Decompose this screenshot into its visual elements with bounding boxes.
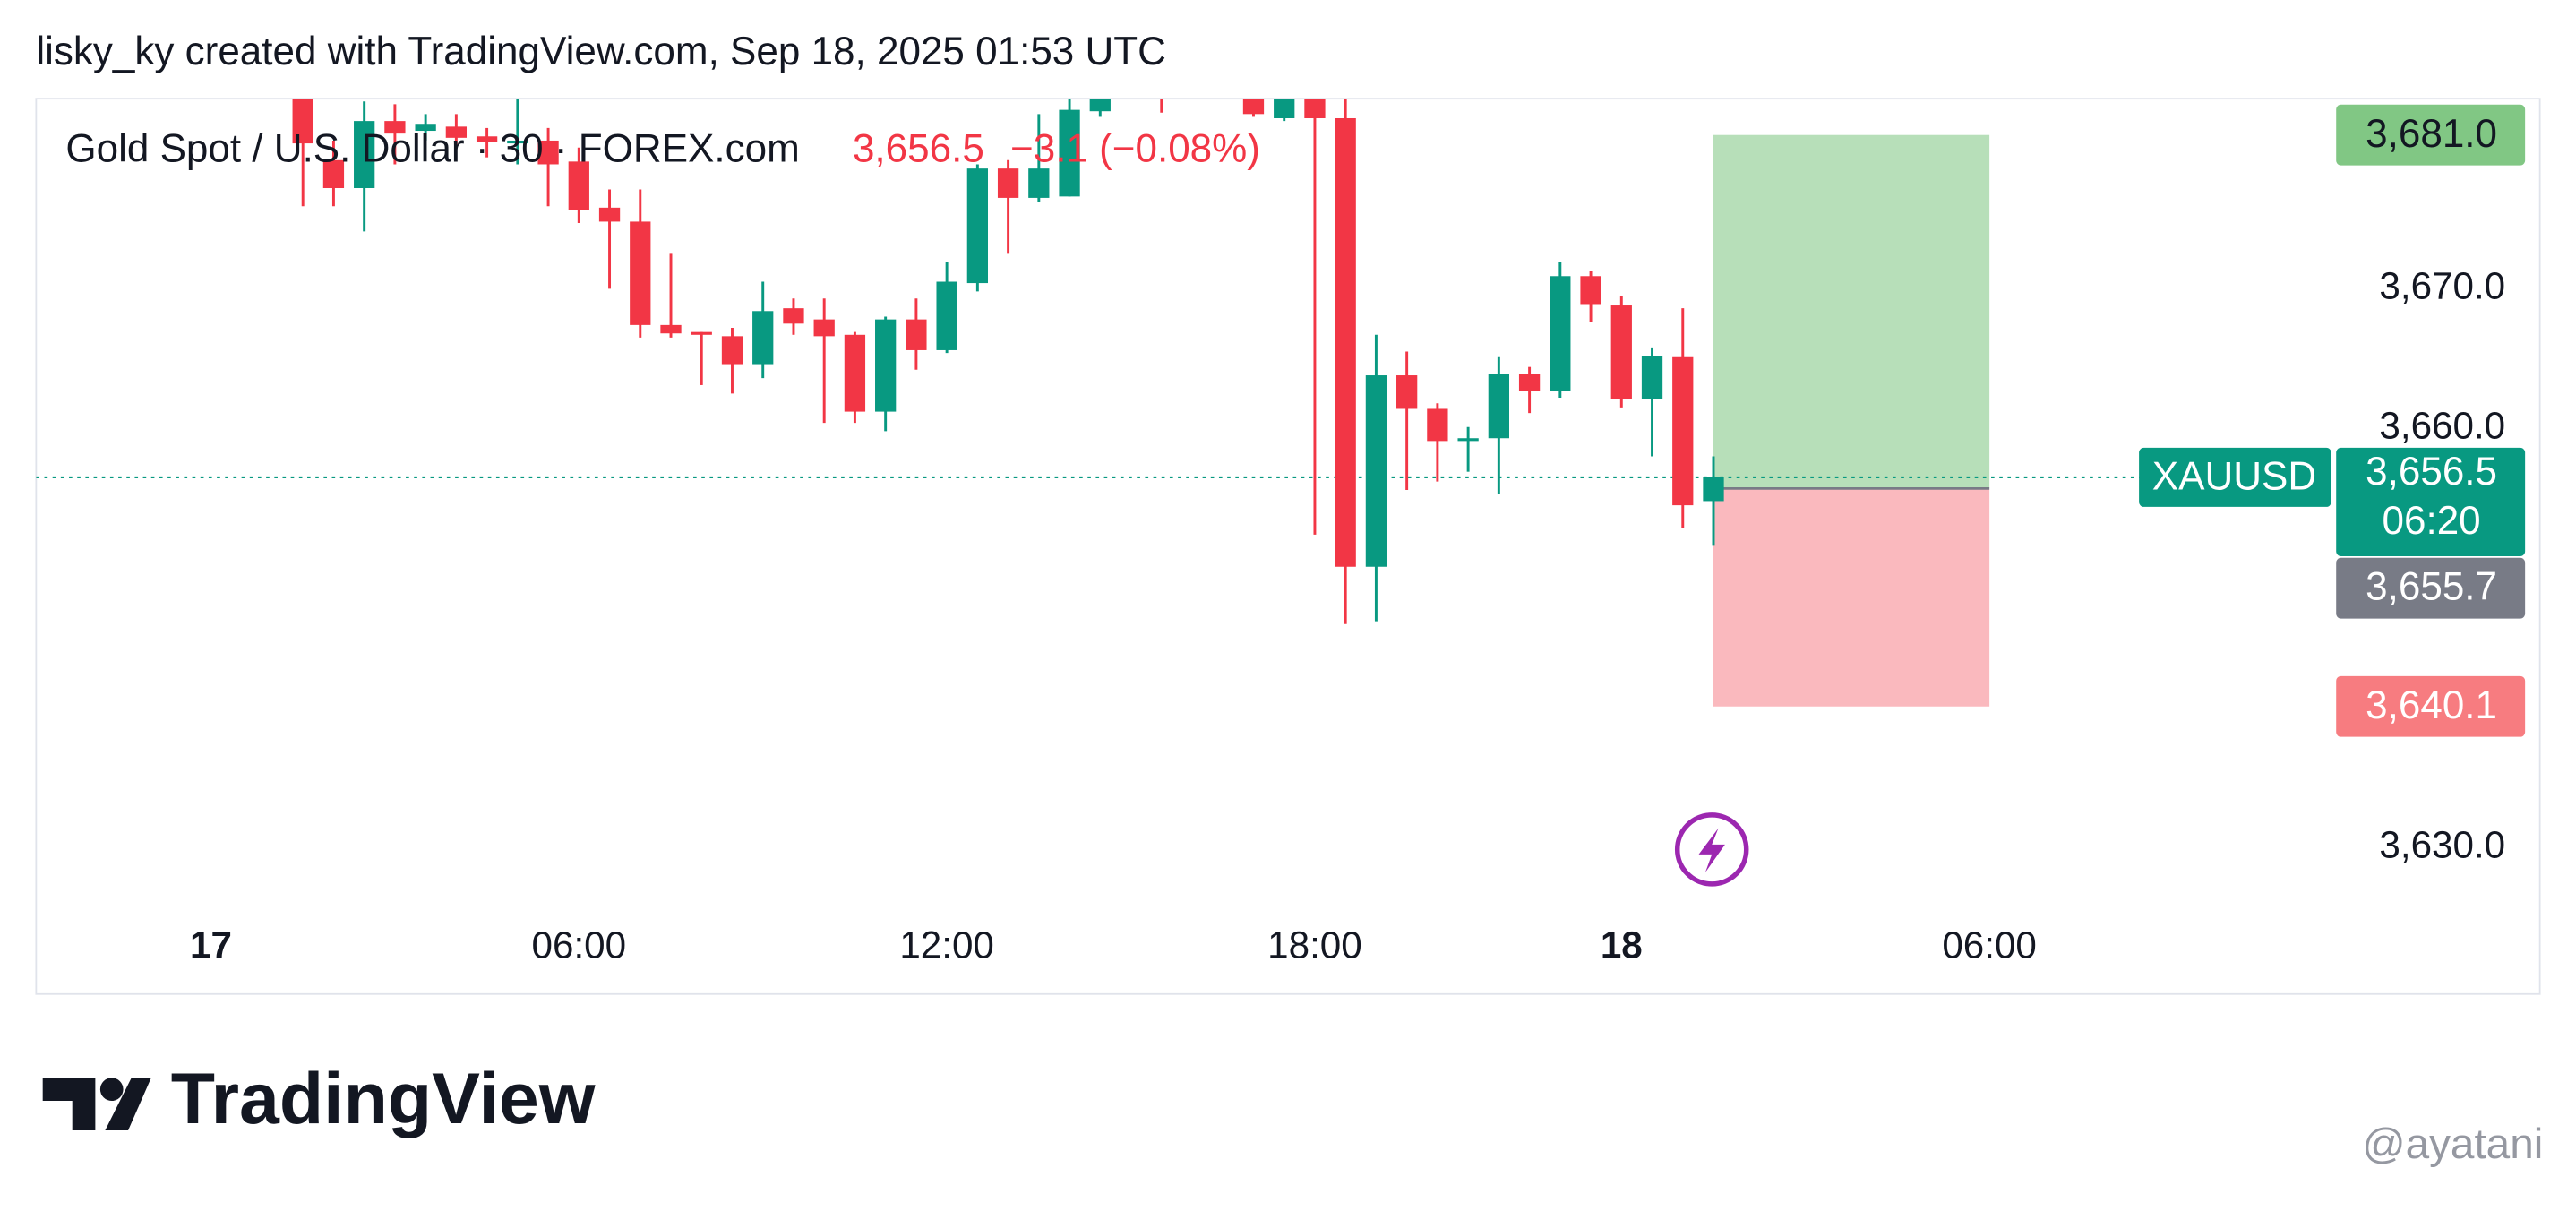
candle-body	[1518, 374, 1541, 391]
y-tick-label: 3,630.0	[2379, 823, 2505, 865]
x-tick-label: 06:00	[532, 924, 627, 966]
candle-body	[813, 319, 835, 337]
overlay: Gold Spot / U.S. Dollar · 30 · FOREX.com…	[65, 104, 2526, 966]
countdown: 06:20	[2383, 499, 2481, 543]
candle-body	[844, 334, 866, 412]
candle-body	[783, 308, 804, 324]
candle-body	[292, 99, 313, 144]
candle-body	[721, 336, 743, 365]
stop-label-box	[2336, 675, 2526, 737]
candle-body	[598, 207, 621, 222]
stop-label: 3,640.1	[2366, 683, 2497, 727]
candle-body	[660, 324, 682, 334]
brand-name: TradingView	[171, 1059, 596, 1139]
plot-area	[36, 99, 2333, 707]
candle-body	[630, 221, 651, 325]
candle-body	[384, 121, 406, 134]
candle-body	[445, 126, 468, 138]
x-tick-label: 18:00	[1267, 924, 1362, 966]
candle-body	[507, 140, 528, 144]
candle-body	[568, 161, 589, 210]
candle-body	[1335, 117, 1356, 567]
stop-zone	[1713, 488, 1990, 707]
last-price-label: 3,656.5	[2366, 450, 2497, 494]
legend-price: 3,656.5	[853, 126, 984, 170]
x-tick-label: 17	[190, 924, 232, 966]
lightning-icon[interactable]	[1674, 812, 1749, 887]
brand-logo	[42, 1078, 151, 1131]
candle-body	[906, 319, 927, 350]
header: lisky_ky created with TradingView.com, S…	[36, 30, 1166, 73]
candle-body	[1427, 408, 1448, 442]
candle-body	[1672, 356, 1694, 506]
entry-label: 3,655.7	[2366, 564, 2497, 608]
x-tick-label: 12:00	[899, 924, 994, 966]
candle-body	[966, 168, 989, 284]
candle-body	[936, 281, 957, 350]
candle-body	[1610, 305, 1632, 399]
candle-body	[1089, 99, 1111, 112]
x-tick-label: 06:00	[1942, 924, 2037, 966]
x-tick-label: 18	[1601, 924, 1643, 966]
candle-body	[1304, 99, 1326, 118]
symbol-label: XAUUSD	[2152, 454, 2316, 498]
candle-body	[875, 319, 897, 412]
candle-body	[537, 140, 559, 165]
candle-body	[691, 331, 712, 335]
watermark: @ayatani	[2362, 1121, 2543, 1168]
candle-body	[1550, 276, 1571, 391]
legend-title: Gold Spot / U.S. Dollar · 30 · FOREX.com	[65, 126, 799, 170]
chart-panel	[35, 98, 2541, 995]
target-label: 3,681.0	[2366, 112, 2497, 156]
target-zone	[1713, 134, 1990, 489]
symbol-box	[2139, 447, 2331, 507]
entry-label-box	[2336, 557, 2526, 619]
candle-body	[1365, 375, 1387, 567]
candle-body	[997, 168, 1019, 198]
candle-body	[752, 311, 774, 365]
candle-body	[322, 159, 345, 188]
candle-body	[1641, 356, 1663, 399]
last-price-box	[2336, 447, 2526, 556]
candle-body	[1059, 109, 1080, 197]
target-label-box	[2336, 104, 2526, 166]
candle-body	[1396, 375, 1418, 409]
y-tick-label: 3,670.0	[2379, 264, 2505, 306]
candle-body	[1028, 168, 1050, 198]
candle-body	[415, 124, 436, 132]
candle-body	[354, 121, 375, 188]
candle-body	[1457, 438, 1479, 442]
y-tick-label: 3,660.0	[2379, 404, 2505, 446]
candle-body	[1703, 477, 1724, 502]
candle-body	[1488, 374, 1509, 439]
legend-change: −3.1 (−0.08%)	[1010, 126, 1260, 170]
candle-body	[1242, 99, 1265, 115]
candle-body	[1580, 276, 1601, 305]
candle-body	[476, 136, 498, 142]
candle-body	[1274, 99, 1295, 118]
